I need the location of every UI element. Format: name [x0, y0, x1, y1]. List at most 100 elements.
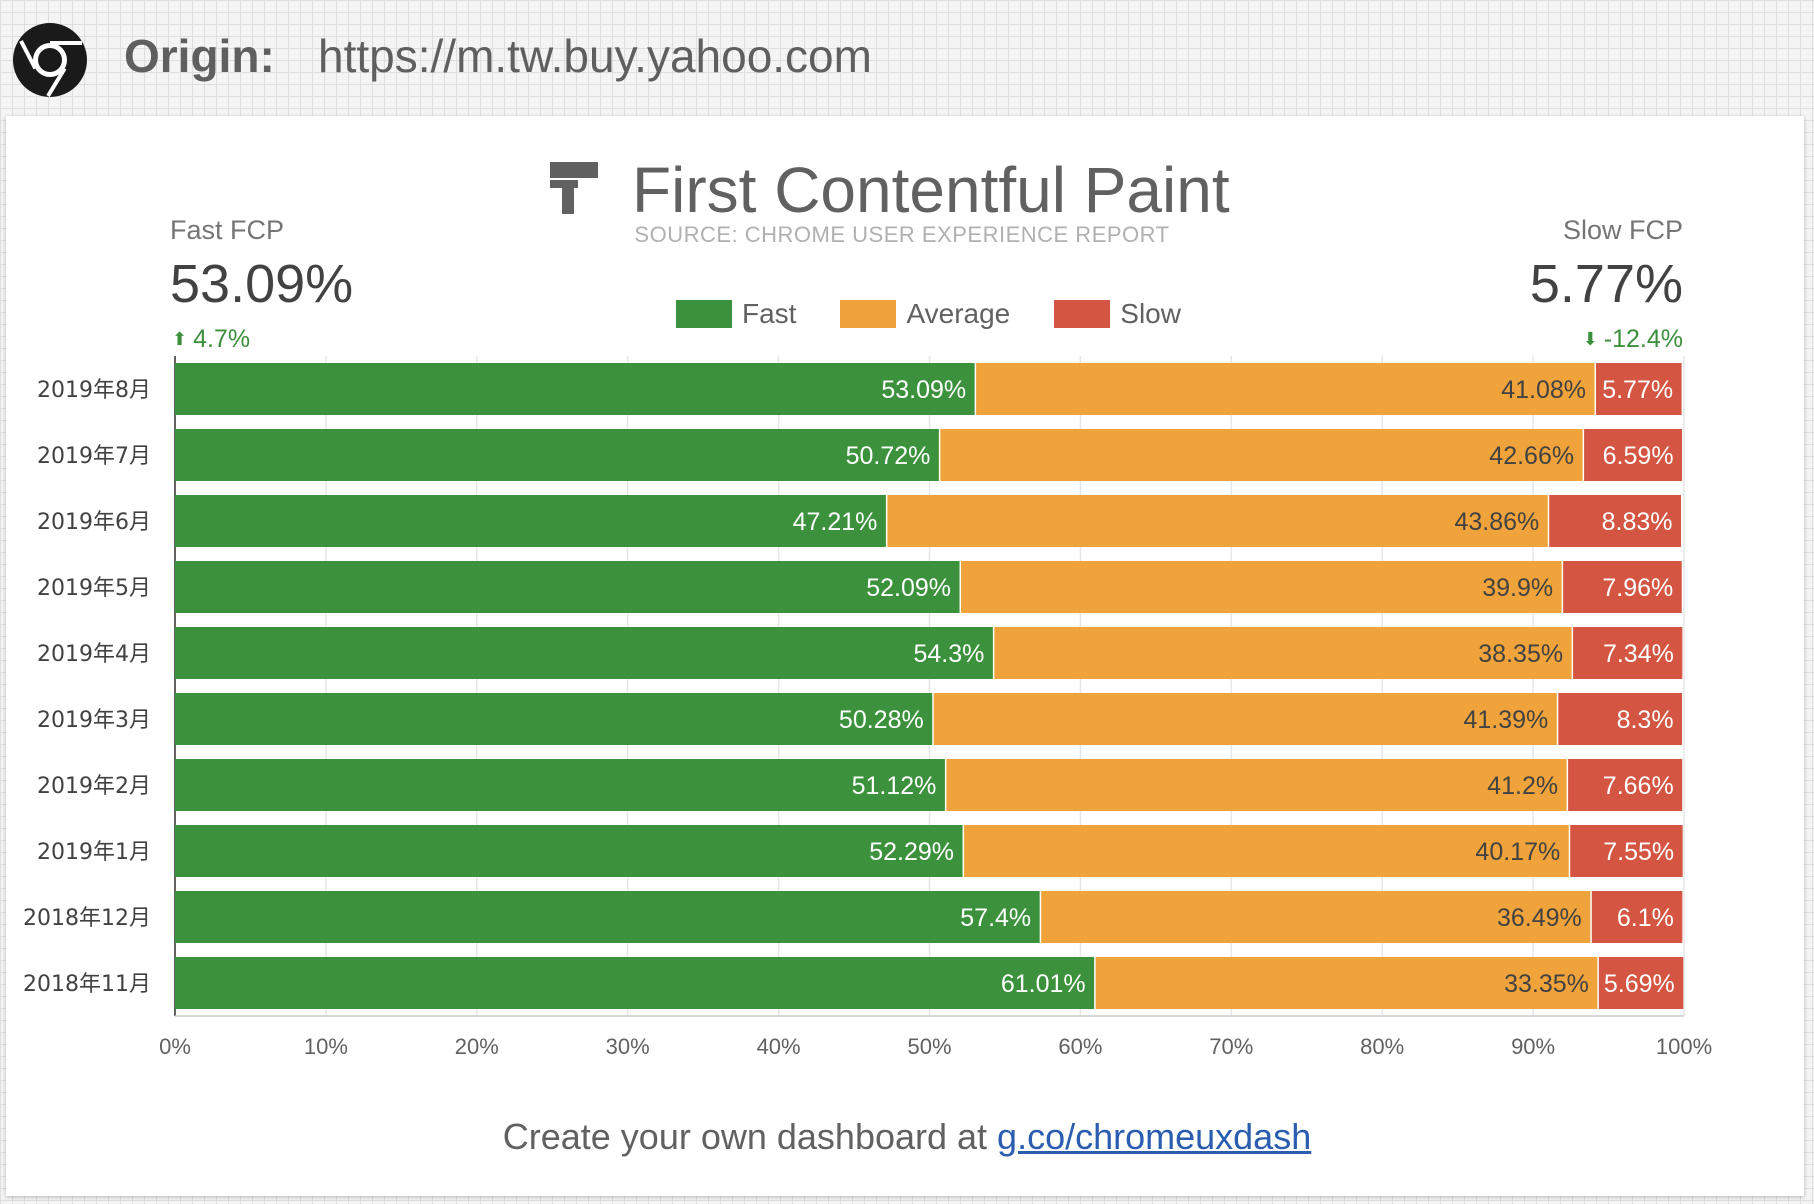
data-label-slow: 7.34% [1603, 640, 1674, 668]
bar-slow [1563, 561, 1682, 613]
data-label-average: 41.2% [1487, 772, 1558, 800]
data-label-slow: 6.1% [1617, 904, 1674, 932]
legend-label-slow: Slow [1120, 298, 1181, 329]
data-label-fast: 52.09% [866, 574, 951, 602]
x-tick-label: 0% [159, 1034, 191, 1059]
x-tick-label: 60% [1058, 1034, 1102, 1059]
slow-kpi-label: Slow FCP [1562, 215, 1683, 245]
chart-source: SOURCE: CHROME USER EXPERIENCE REPORT [634, 222, 1170, 247]
y-category-label: 2018年11月 [23, 972, 151, 997]
bar-average [964, 825, 1569, 877]
bar-average [933, 693, 1557, 745]
bar-slow [1591, 891, 1683, 943]
legend-swatch-slow [1054, 300, 1111, 328]
data-label-fast: 57.4% [960, 904, 1031, 932]
slow-kpi-value: 5.77% [1529, 254, 1683, 314]
data-label-slow: 7.66% [1603, 772, 1674, 800]
x-tick-label: 80% [1360, 1034, 1404, 1059]
y-category-label: 2019年4月 [37, 642, 151, 667]
x-tick-label: 100% [1656, 1034, 1712, 1059]
data-label-average: 42.66% [1489, 442, 1574, 470]
bar-slow [1584, 429, 1683, 481]
legend-item-slow[interactable]: Slow [1054, 298, 1181, 330]
x-tick-label: 30% [606, 1034, 650, 1059]
legend-item-fast[interactable]: Fast [676, 298, 796, 330]
y-category-label: 2019年1月 [37, 840, 151, 865]
origin-label: Origin: [124, 30, 275, 82]
footer-text-prefix: Create your own dashboard at [502, 1116, 998, 1157]
bar-slow [1558, 693, 1683, 745]
data-label-average: 43.86% [1454, 508, 1539, 536]
data-label-slow: 7.96% [1602, 574, 1673, 602]
bar-average [994, 627, 1572, 679]
data-label-slow: 8.83% [1602, 508, 1673, 536]
y-category-label: 2019年7月 [37, 444, 151, 469]
legend-item-average[interactable]: Average [840, 298, 1010, 330]
fast-kpi-label: Fast FCP [170, 215, 285, 245]
footer-link[interactable]: g.co/chromeuxdash [997, 1116, 1312, 1157]
bar-fast [175, 363, 975, 415]
data-label-average: 40.17% [1475, 838, 1560, 866]
legend-label-average: Average [906, 298, 1011, 329]
data-label-fast: 53.09% [881, 376, 966, 404]
y-category-label: 2019年5月 [37, 576, 151, 601]
bar-fast [175, 561, 960, 613]
data-label-slow: 6.59% [1603, 442, 1674, 470]
bar-average [961, 561, 1562, 613]
chrome-logo-icon [13, 23, 87, 98]
data-label-average: 41.39% [1464, 706, 1549, 734]
data-label-fast: 47.21% [793, 508, 878, 536]
data-label-average: 38.35% [1478, 640, 1563, 668]
x-tick-label: 40% [757, 1034, 801, 1059]
x-tick-label: 20% [455, 1034, 499, 1059]
bar-fast [175, 825, 963, 877]
fast-kpi-change-value: 4.7% [193, 325, 251, 353]
bar-slow [1568, 759, 1683, 811]
bar-slow [1596, 363, 1682, 415]
data-label-fast: 52.29% [869, 838, 954, 866]
data-label-average: 39.9% [1482, 574, 1553, 602]
data-label-fast: 50.28% [839, 706, 924, 734]
fast-kpi-change: ⬆ 4.7% [172, 324, 250, 354]
x-tick-label: 10% [304, 1034, 348, 1059]
x-tick-label: 90% [1511, 1034, 1555, 1059]
bar-fast [175, 429, 939, 481]
bar-slow [1570, 825, 1683, 877]
data-label-slow: 5.77% [1602, 376, 1673, 404]
origin-url[interactable]: https://m.tw.buy.yahoo.com [318, 30, 872, 82]
bar-average [1095, 957, 1598, 1009]
data-label-slow: 5.69% [1604, 970, 1675, 998]
data-label-fast: 50.72% [846, 442, 931, 470]
bar-average [940, 429, 1583, 481]
legend-swatch-average [840, 300, 897, 328]
bar-slow [1573, 627, 1683, 679]
bar-fast [175, 693, 933, 745]
data-label-average: 41.08% [1501, 376, 1586, 404]
slow-kpi-change: ⬇ -12.4% [1583, 324, 1683, 354]
y-category-label: 2019年8月 [37, 378, 151, 403]
bar-slow [1598, 957, 1684, 1009]
y-category-label: 2018年12月 [23, 906, 151, 931]
arrow-up-icon: ⬆ [172, 329, 188, 349]
chart-legend: Fast Average Slow [676, 298, 1225, 330]
legend-swatch-fast [676, 300, 732, 328]
bar-average [946, 759, 1567, 811]
y-category-label: 2019年6月 [37, 510, 151, 535]
x-tick-label: 50% [907, 1034, 951, 1059]
data-label-average: 36.49% [1497, 904, 1582, 932]
slow-kpi-change-value: -12.4% [1603, 325, 1683, 353]
bar-average [1041, 891, 1591, 943]
bar-fast [175, 891, 1040, 943]
y-category-label: 2019年2月 [37, 774, 151, 799]
bar-fast [175, 957, 1095, 1009]
data-label-fast: 51.12% [852, 772, 937, 800]
data-label-average: 33.35% [1504, 970, 1589, 998]
fast-kpi-value: 53.09% [170, 254, 354, 314]
bar-average [887, 495, 1548, 547]
chart-title: First Contentful Paint [632, 154, 1230, 226]
data-label-fast: 54.3% [913, 640, 984, 668]
data-label-slow: 8.3% [1617, 706, 1674, 734]
data-label-fast: 61.01% [1001, 970, 1086, 998]
y-category-label: 2019年3月 [37, 708, 151, 733]
legend-label-fast: Fast [742, 298, 797, 329]
